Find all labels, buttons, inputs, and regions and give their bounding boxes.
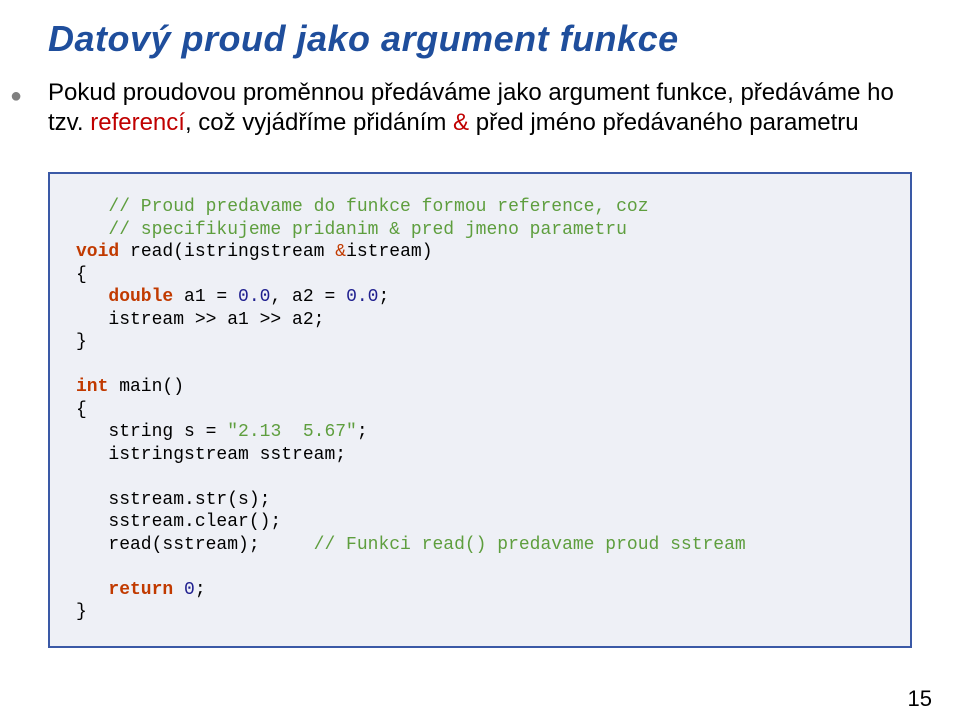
intro-block: ● Pokud proudovou proměnnou předáváme ja… bbox=[10, 78, 912, 138]
kw-void: void bbox=[76, 242, 119, 262]
intro-ref-word: referencí bbox=[90, 109, 185, 136]
decl-vars: a1 = bbox=[173, 287, 238, 307]
indent-1 bbox=[76, 287, 108, 307]
intro-line2b: před jméno předávaného parametru bbox=[469, 109, 859, 136]
kw-double: double bbox=[108, 287, 173, 307]
code-comment-2: // specifikujeme pridanim & pred jmeno p… bbox=[76, 220, 627, 240]
kw-int: int bbox=[76, 377, 108, 397]
num-0b: 0.0 bbox=[346, 287, 378, 307]
amp-red: & bbox=[335, 242, 346, 262]
read-call: read(sstream); bbox=[76, 535, 314, 555]
intro-amp: & bbox=[453, 109, 469, 136]
kw-return: return bbox=[108, 580, 173, 600]
main-sig: main() bbox=[108, 377, 184, 397]
lbrace-2: { bbox=[76, 400, 87, 420]
semi-2: ; bbox=[357, 422, 368, 442]
semi-1: ; bbox=[378, 287, 389, 307]
rbrace-1: } bbox=[76, 332, 87, 352]
indent-2 bbox=[76, 580, 108, 600]
code-comment-1: // Proud predavame do funkce formou refe… bbox=[76, 197, 649, 217]
num-zero: 0 bbox=[184, 580, 195, 600]
fn-name: read(istringstream bbox=[119, 242, 335, 262]
stream-line: istream >> a1 >> a2; bbox=[76, 310, 324, 330]
num-0a: 0.0 bbox=[238, 287, 270, 307]
intro-row: ● Pokud proudovou proměnnou předáváme ja… bbox=[10, 78, 912, 138]
slide-title: Datový proud jako argument funkce bbox=[48, 18, 912, 60]
intro-text: Pokud proudovou proměnnou předáváme jako… bbox=[48, 78, 912, 138]
bullet-icon: ● bbox=[10, 78, 48, 109]
read-comment: // Funkci read() predavame proud sstream bbox=[314, 535, 746, 555]
decl-mid: , a2 = bbox=[270, 287, 346, 307]
lbrace-1: { bbox=[76, 265, 87, 285]
sstr-str: sstream.str(s); bbox=[76, 490, 270, 510]
str-lit: "2.13 5.67" bbox=[227, 422, 357, 442]
rbrace-2: } bbox=[76, 602, 87, 622]
intro-line2a: , což vyjádříme přidáním bbox=[185, 109, 453, 136]
semi-3: ; bbox=[195, 580, 206, 600]
sstr-clear: sstream.clear(); bbox=[76, 512, 281, 532]
code-box: // Proud predavame do funkce formou refe… bbox=[48, 172, 912, 648]
ret-sp bbox=[173, 580, 184, 600]
page-number: 15 bbox=[908, 686, 932, 712]
slide-page: Datový proud jako argument funkce ● Poku… bbox=[0, 0, 960, 726]
str-decl-pre: string s = bbox=[76, 422, 227, 442]
sstream-decl: istringstream sstream; bbox=[76, 445, 346, 465]
fn-tail: istream) bbox=[346, 242, 432, 262]
